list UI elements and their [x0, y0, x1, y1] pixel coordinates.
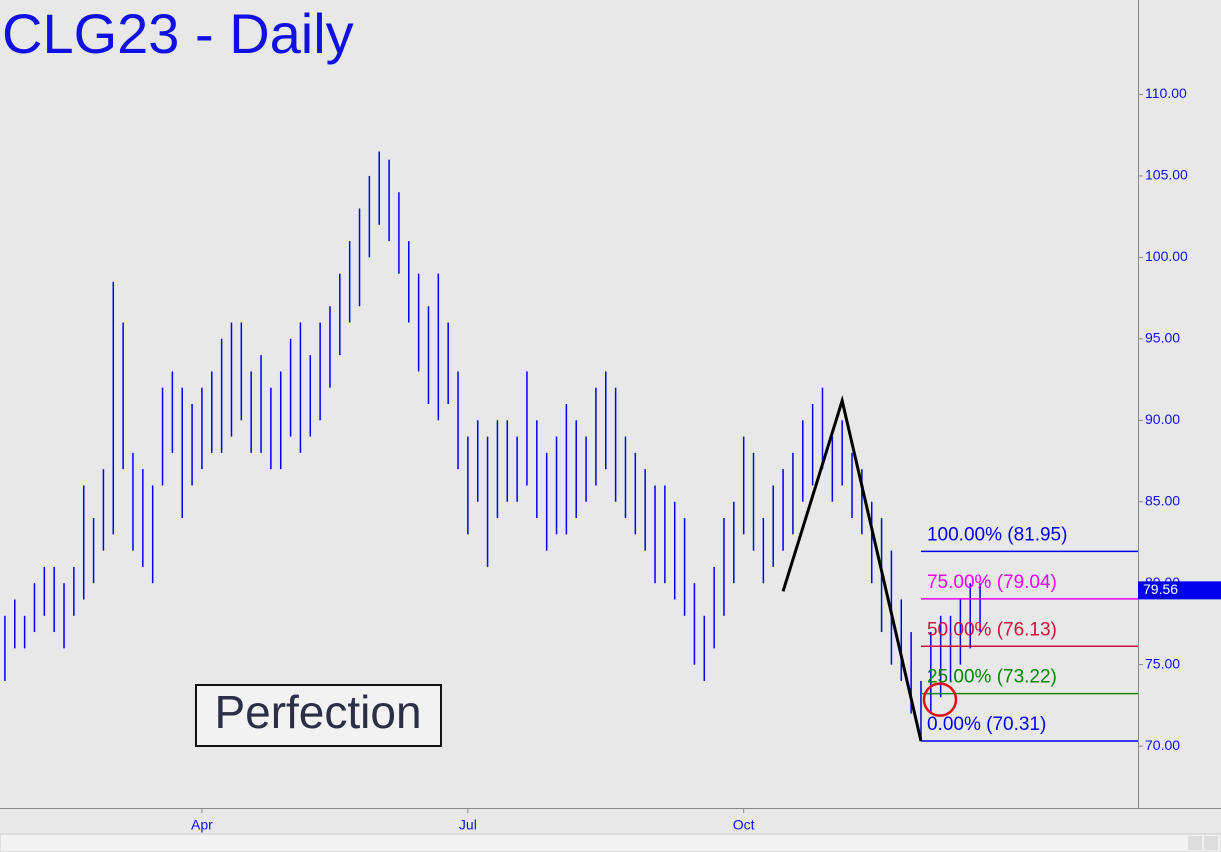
x-tick-label: Jul	[459, 817, 477, 833]
chart-title: CLG23 - Daily	[2, 2, 354, 65]
fib-label: 100.00% (81.95)	[927, 524, 1068, 545]
scroll-left[interactable]	[1188, 836, 1202, 850]
fib-label: 50.00% (76.13)	[927, 619, 1057, 640]
last-price-box	[1138, 581, 1221, 600]
annotation-text: Perfection	[214, 686, 421, 738]
fib-label: 25.00% (73.22)	[927, 667, 1057, 688]
x-tick-label: Oct	[733, 817, 755, 833]
scrollbar[interactable]	[0, 833, 1221, 852]
y-tick-label: 110.00	[1145, 85, 1187, 101]
last-price-label: 79.56	[1143, 581, 1178, 597]
y-tick-label: 100.00	[1145, 248, 1188, 264]
y-tick-label: 75.00	[1145, 655, 1180, 671]
y-tick-label: 90.00	[1145, 411, 1180, 427]
y-tick-label: 105.00	[1145, 167, 1188, 183]
pattern-line	[781, 394, 923, 742]
y-tick-label: 70.00	[1145, 737, 1180, 753]
x-tick-label: Apr	[191, 817, 213, 833]
scroll-right[interactable]	[1204, 836, 1218, 850]
fib-label: 75.00% (79.04)	[927, 572, 1057, 593]
y-tick-label: 85.00	[1145, 492, 1180, 508]
y-tick-label: 95.00	[1145, 330, 1180, 346]
fib-label: 0.00% (70.31)	[927, 714, 1046, 735]
annotation-box	[195, 684, 442, 747]
highlight-circle	[922, 682, 958, 717]
